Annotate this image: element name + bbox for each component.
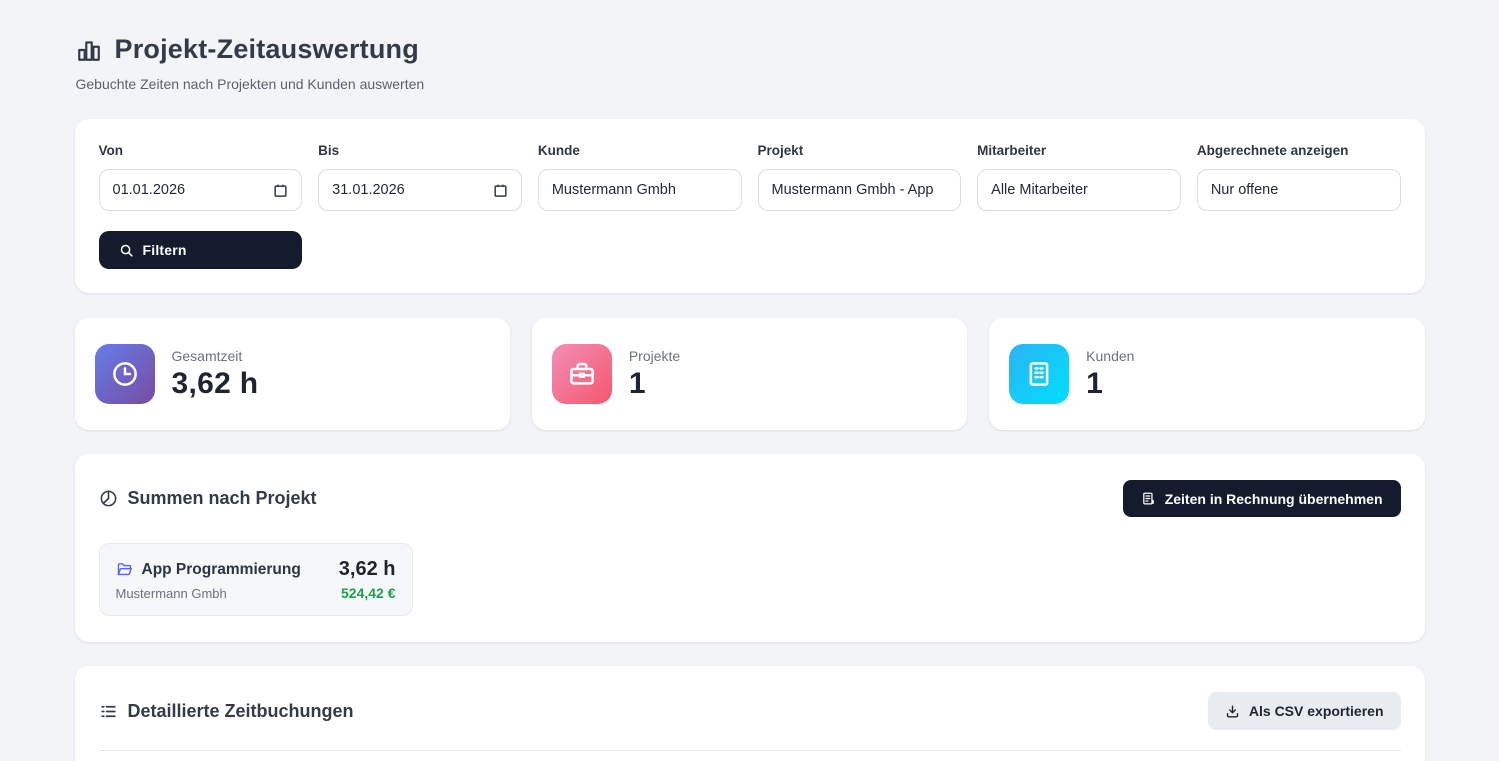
filter-field-mitarbeiter: Mitarbeiter Alle Mitarbeiter [977,143,1181,211]
projekt-select[interactable]: Mustermann Gmbh - App [757,169,962,211]
calendar-icon[interactable] [273,183,288,198]
project-amount: 524,42 € [341,585,396,601]
project-sums-section: Summen nach Projekt Zeiten in Rechnung ü… [74,454,1425,642]
building-icon [1009,344,1070,404]
filter-field-projekt: Projekt Mustermann Gmbh - App [757,143,962,211]
section-heading: Detaillierte Zeitbuchungen [127,700,354,721]
kunde-select[interactable]: Mustermann Gmbh [537,169,742,211]
page-header: Projekt-Zeitauswertung Gebuchte Zeiten n… [75,34,1425,92]
mitarbeiter-label: Mitarbeiter [977,143,1047,158]
invoice-icon [1141,491,1156,506]
projekt-label: Projekt [757,143,804,158]
section-heading: Summen nach Projekt [127,488,317,508]
stat-value: 1 [628,366,646,400]
abgerechnete-label: Abgerechnete anzeigen [1196,143,1349,158]
abgerechnete-select[interactable]: Nur offene [1196,169,1401,211]
bar-chart-icon [76,37,102,63]
search-icon [119,243,134,258]
stat-label: Gesamtzeit [171,347,243,364]
stat-label: Kunden [1086,347,1135,364]
filter-field-abgerechnete: Abgerechnete anzeigen Nur offene [1196,143,1401,211]
stat-card-gesamtzeit: Gesamtzeit 3,62 h [74,318,510,430]
kunde-label: Kunde [537,143,580,158]
page-container: Projekt-Zeitauswertung Gebuchte Zeiten n… [74,0,1425,761]
stat-value: 1 [1086,366,1104,400]
detailed-bookings-section: Detaillierte Zeitbuchungen Als CSV expor… [74,666,1425,761]
von-label: Von [98,143,124,158]
calendar-icon[interactable] [493,183,508,198]
bis-date-input[interactable]: 31.01.2026 [318,169,522,211]
briefcase-icon [551,344,612,404]
mitarbeiter-select[interactable]: Alle Mitarbeiter [977,169,1181,211]
filter-field-kunde: Kunde Mustermann Gmbh [537,143,742,211]
project-hours: 3,62 h [338,558,396,580]
project-customer: Mustermann Gmbh [115,586,227,601]
filtern-button[interactable]: Filtern [98,231,302,269]
filter-panel: Von 01.01.2026 Bis 31.01.2026 [74,119,1425,293]
table-divider [98,750,1401,751]
bis-label: Bis [318,143,340,158]
page-title: Projekt-Zeitauswertung [114,34,419,64]
folder-open-icon [116,561,133,578]
stat-card-kunden: Kunden 1 [989,318,1425,430]
zeiten-in-rechnung-button[interactable]: Zeiten in Rechnung übernehmen [1122,480,1401,517]
page-subtitle: Gebuchte Zeiten nach Projekten und Kunde… [75,76,425,92]
filter-field-von: Von 01.01.2026 [98,143,303,211]
filter-field-bis: Bis 31.01.2026 [318,143,522,211]
list-icon [99,702,118,721]
stats-row: Gesamtzeit 3,62 h Projekte 1 [74,318,1425,430]
von-date-input[interactable]: 01.01.2026 [98,169,303,211]
stat-card-projekte: Projekte 1 [531,318,968,430]
download-icon [1225,704,1240,719]
csv-export-button[interactable]: Als CSV exportieren [1207,692,1401,730]
project-name: App Programmierung [141,560,301,578]
project-sum-item[interactable]: App Programmierung 3,62 h Mustermann Gmb… [98,543,413,616]
stat-label: Projekte [628,347,681,364]
clock-icon [94,344,155,404]
pie-chart-icon [99,489,118,508]
stat-value: 3,62 h [171,366,259,400]
